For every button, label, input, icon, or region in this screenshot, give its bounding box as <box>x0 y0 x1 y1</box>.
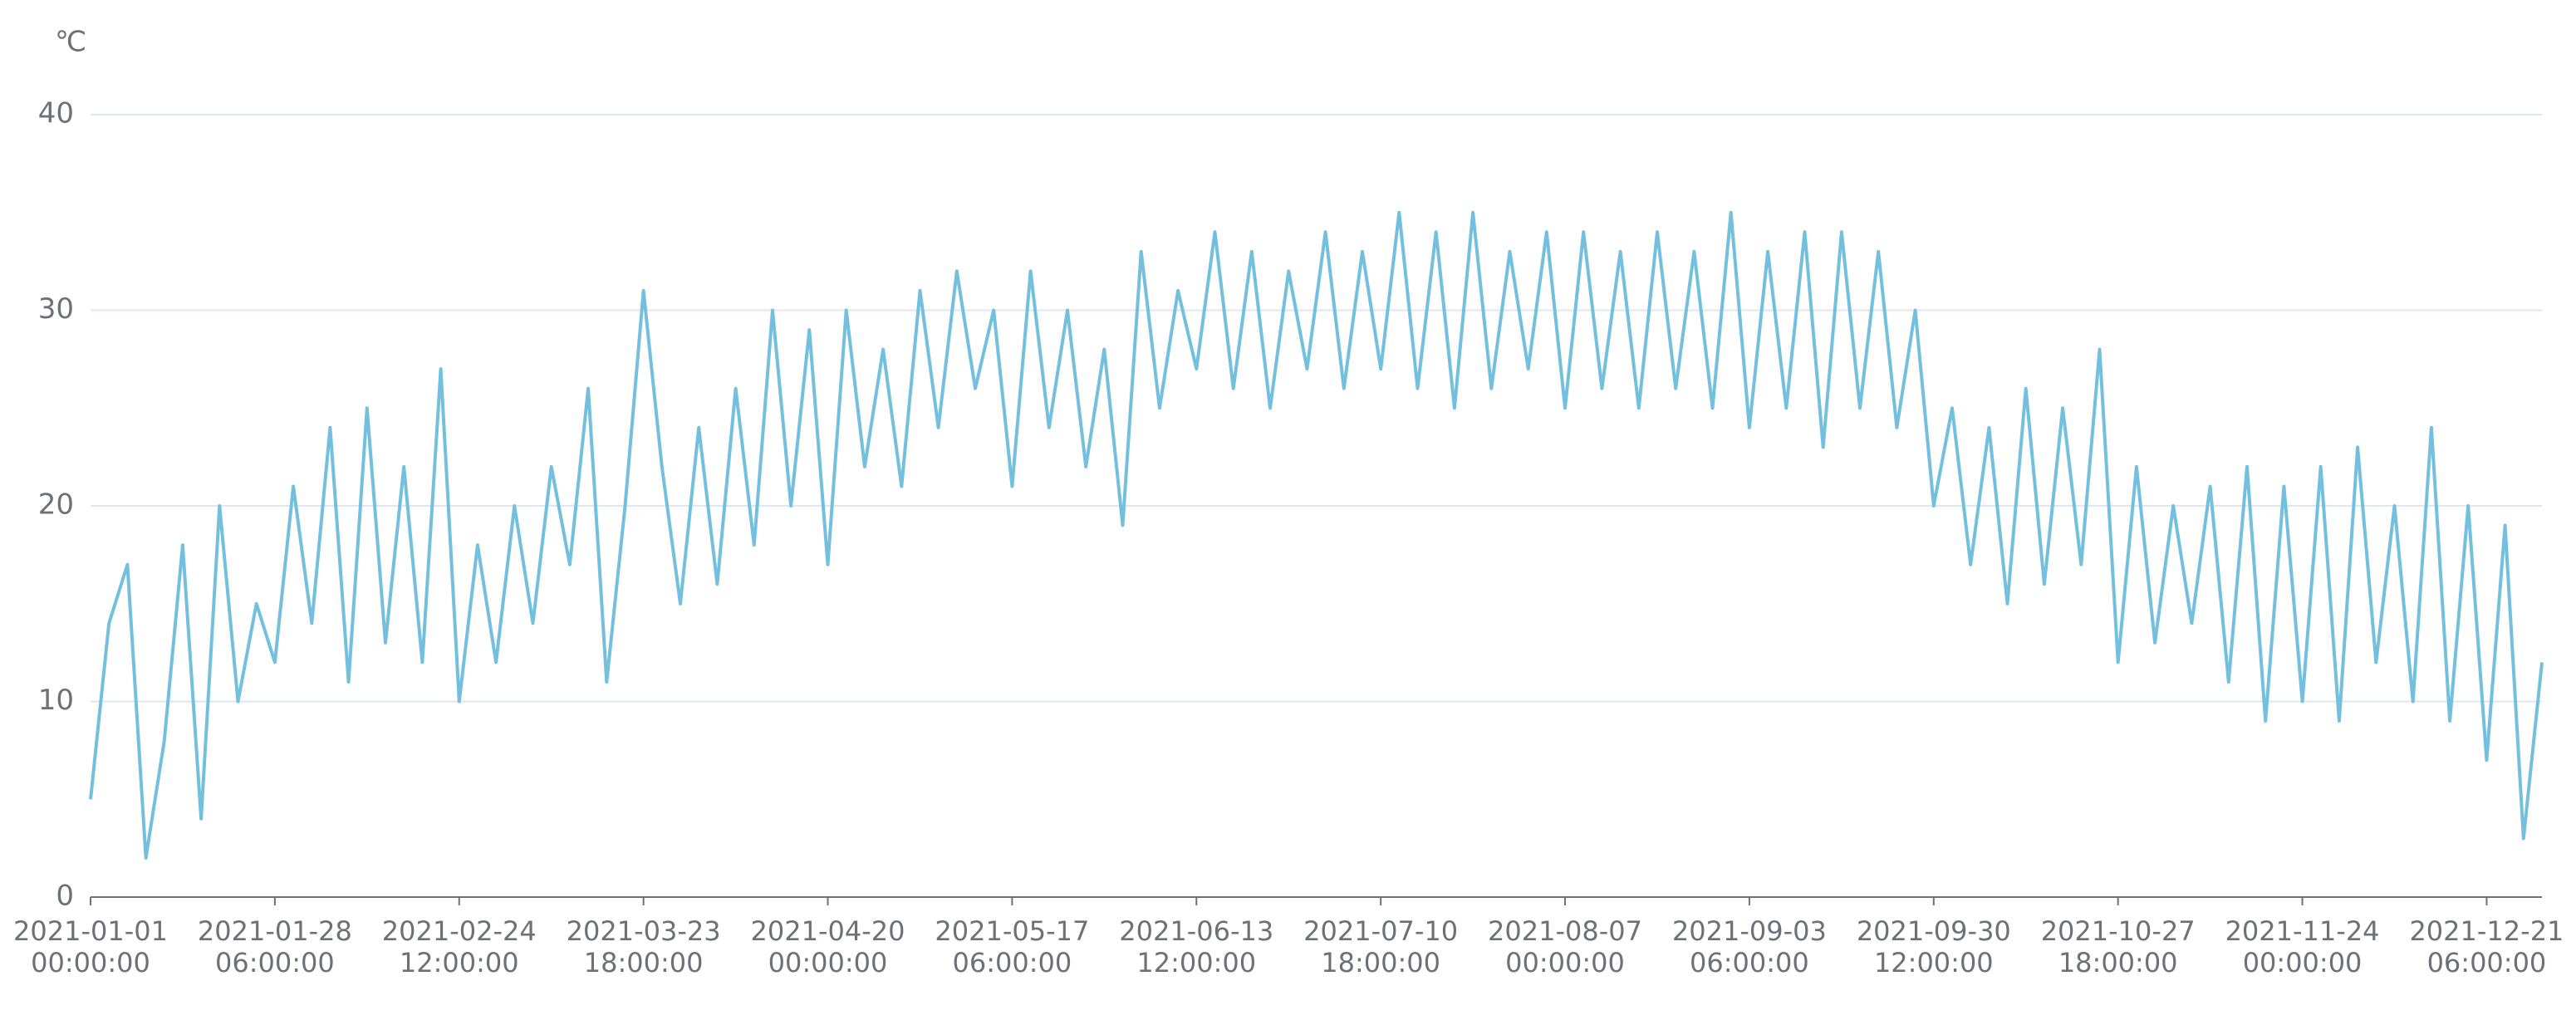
y-tick-label: 10 <box>38 684 74 717</box>
x-tick-label: 2021-02-24 12:00:00 <box>381 915 537 978</box>
y-tick-label: 30 <box>38 292 74 326</box>
y-axis-unit: ℃ <box>55 26 86 59</box>
temperature-line <box>89 210 2544 860</box>
x-tick-label: 2021-01-01 00:00:00 <box>13 915 168 978</box>
y-tick-label: 0 <box>56 880 74 913</box>
x-tick-label: 2021-03-23 18:00:00 <box>566 915 721 978</box>
x-tick-label: 2021-06-13 12:00:00 <box>1119 915 1274 978</box>
x-tick-label: 2021-08-07 00:00:00 <box>1488 915 1643 978</box>
x-tick-label: 2021-09-03 06:00:00 <box>1671 915 1827 978</box>
x-tick-label: 2021-07-10 18:00:00 <box>1303 915 1459 978</box>
x-tick-label: 2021-09-30 12:00:00 <box>1856 915 2011 978</box>
y-tick-label: 40 <box>38 97 74 130</box>
x-tick-label: 2021-05-17 06:00:00 <box>935 915 1090 978</box>
y-tick-label: 20 <box>38 488 74 522</box>
x-tick-label: 2021-01-28 06:00:00 <box>197 915 352 978</box>
x-tick-label: 2021-10-27 18:00:00 <box>2040 915 2196 978</box>
x-tick-label: 2021-12-21 06:00:00 <box>2409 915 2564 978</box>
x-tick-label: 2021-04-20 00:00:00 <box>750 915 905 978</box>
x-tick-label: 2021-11-24 00:00:00 <box>2225 915 2380 978</box>
